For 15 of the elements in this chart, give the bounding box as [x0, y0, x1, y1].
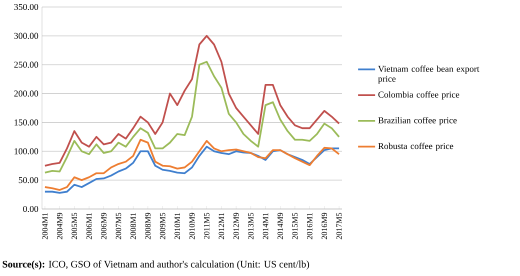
- y-tick-label: 200.00: [14, 90, 38, 97]
- legend-label: Vietnam coffee bean export price: [378, 65, 480, 84]
- legend-label: Robusta coffee price: [378, 142, 454, 151]
- y-tick-label: 350.00: [14, 4, 38, 10]
- y-tick-label: 300.00: [14, 32, 38, 39]
- y-tick-label: 250.00: [14, 62, 38, 68]
- legend-label: Colombia coffee price: [378, 91, 460, 100]
- legend-label: Brazilian coffee price: [378, 116, 457, 126]
- text: Source(s): ICO, GSO of Vietnam and author's calculation (Unit: US cent/lb): [2, 260, 310, 270]
- line-series: [44, 60, 340, 174]
- y-tick-label: 0.00: [23, 206, 38, 212]
- line-series: [44, 138, 340, 191]
- y-tick-label: 100.00: [14, 148, 38, 154]
- y-tick-label: 50.00: [18, 177, 38, 184]
- y-tick-label: 150.00: [14, 119, 38, 126]
